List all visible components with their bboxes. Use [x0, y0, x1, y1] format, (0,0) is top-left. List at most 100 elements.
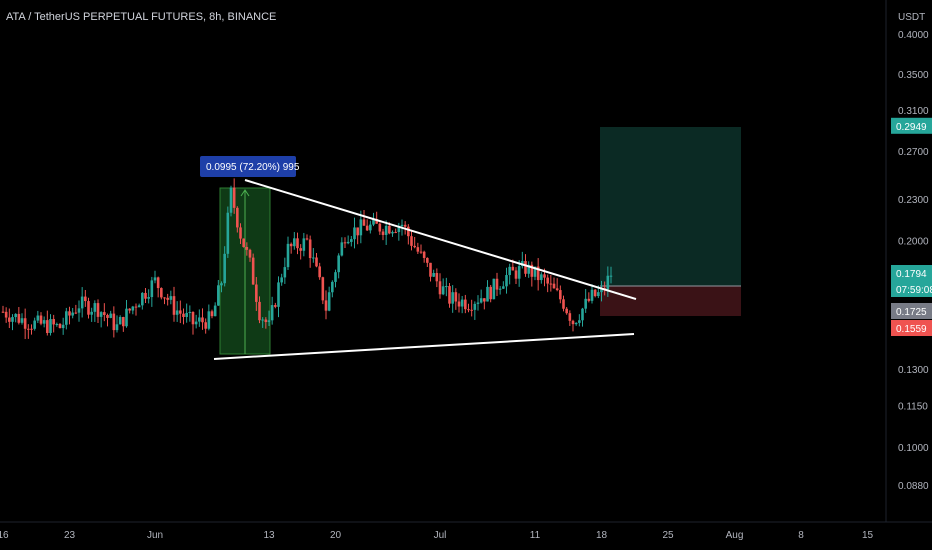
- candle: [479, 289, 483, 304]
- candle: [502, 281, 505, 289]
- price-tag: 0.1794: [891, 265, 932, 281]
- candle: [261, 317, 264, 328]
- x-tick-label: 20: [330, 530, 342, 541]
- candle: [343, 237, 347, 248]
- candle: [457, 293, 461, 313]
- candle: [299, 244, 302, 260]
- candle: [33, 317, 36, 331]
- candle: [419, 244, 423, 254]
- candle: [327, 286, 331, 312]
- measure-label: 0.0995 (72.20%) 995: [200, 156, 300, 177]
- candle: [514, 267, 518, 285]
- candle: [172, 286, 176, 322]
- x-tick-label: 15: [862, 530, 874, 541]
- candle: [27, 324, 30, 339]
- candle: [578, 314, 581, 327]
- candle: [559, 285, 562, 304]
- candle: [201, 308, 204, 330]
- candles: [1, 178, 613, 340]
- candle: [179, 300, 182, 324]
- candle: [255, 277, 258, 311]
- candle: [137, 303, 141, 308]
- candle: [305, 234, 309, 241]
- x-tick-label: 23: [64, 530, 76, 541]
- candle: [593, 289, 597, 298]
- candle: [600, 280, 603, 302]
- candle: [546, 274, 549, 293]
- candle: [55, 322, 59, 327]
- candle: [410, 229, 413, 251]
- candle: [324, 290, 328, 320]
- candle: [194, 314, 198, 329]
- y-tick-label: 0.3500: [898, 70, 929, 81]
- candle: [286, 236, 290, 270]
- candle: [141, 292, 144, 310]
- y-tick-label: 0.1150: [898, 401, 928, 412]
- candle: [432, 269, 435, 278]
- candle: [565, 307, 568, 315]
- price-tag-label: 0.1794: [896, 269, 927, 280]
- candle: [185, 303, 188, 323]
- candle: [65, 307, 68, 330]
- price-axis[interactable]: USDT 0.4000 0.3500 0.3100 0.2700 0.2300 0.200…: [885, 0, 932, 522]
- y-tick-label: 0.1300: [898, 365, 929, 376]
- candle: [248, 248, 252, 262]
- candle: [581, 307, 584, 327]
- candle: [422, 250, 426, 263]
- candle: [115, 315, 119, 333]
- candle: [96, 299, 100, 324]
- candle: [527, 261, 530, 278]
- candle: [217, 279, 220, 306]
- candle: [498, 286, 502, 295]
- candle: [169, 290, 173, 305]
- candle: [182, 308, 185, 325]
- y-tick-label: 0.1000: [898, 443, 929, 454]
- candle: [289, 242, 293, 254]
- candle: [549, 274, 553, 292]
- candle: [58, 323, 62, 329]
- candle: [574, 322, 578, 326]
- candle: [87, 297, 90, 319]
- candle: [394, 228, 397, 234]
- candle: [134, 303, 138, 316]
- candle: [473, 301, 477, 320]
- candle: [426, 257, 429, 267]
- candle: [448, 282, 451, 308]
- y-tick-label: 0.2700: [898, 147, 929, 158]
- candle: [571, 319, 575, 332]
- candle: [77, 300, 81, 322]
- candle: [460, 295, 464, 314]
- price-tag-label: 0.2949: [896, 122, 927, 133]
- chart-title: ATA / TetherUS PERPETUAL FUTURES, 8h, BI…: [6, 11, 277, 23]
- candle: [131, 305, 135, 315]
- resistance-trendline[interactable]: [244, 179, 637, 300]
- candle: [530, 261, 534, 287]
- x-tick-label: 25: [662, 530, 674, 541]
- candle: [391, 230, 394, 237]
- candle: [508, 263, 511, 285]
- candle: [239, 223, 242, 244]
- candle: [49, 314, 52, 336]
- x-tick-label: 11: [530, 530, 541, 541]
- candle: [93, 300, 97, 322]
- candle: [369, 220, 372, 234]
- time-axis[interactable]: 16 23 Jun 13 20 Jul 11 18 25 Aug 8 15: [0, 521, 932, 541]
- candle: [207, 304, 211, 331]
- support-trendline[interactable]: [213, 333, 635, 360]
- candle: [4, 307, 8, 323]
- candle: [521, 251, 524, 269]
- loss-zone: [600, 286, 741, 316]
- candle: [90, 307, 93, 322]
- x-tick-label: 13: [263, 530, 275, 541]
- candle: [356, 227, 359, 245]
- candle: [204, 318, 207, 334]
- candle: [175, 301, 179, 322]
- plot-area[interactable]: 0.0995 (72.20%) 995: [1, 127, 741, 360]
- price-tag: 0.2949: [891, 117, 932, 134]
- candle: [464, 294, 467, 314]
- candle: [245, 242, 249, 256]
- candle: [258, 296, 261, 324]
- candle: [416, 242, 420, 254]
- candle: [407, 224, 410, 245]
